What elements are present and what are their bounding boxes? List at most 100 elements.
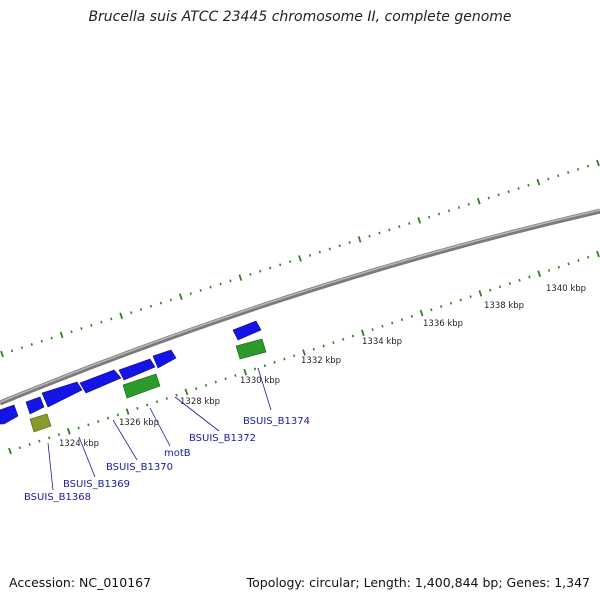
minor-tick [577, 167, 580, 171]
minor-tick [155, 400, 159, 404]
minor-tick [130, 311, 133, 315]
minor-tick [116, 413, 119, 417]
minor-tick [547, 269, 551, 272]
minor-tick [195, 387, 198, 391]
minor-tick [263, 364, 266, 368]
gene-box[interactable] [122, 373, 161, 399]
gene-labels: BSUIS_B1368 BSUIS_B1369 BSUIS_B1370 motB… [24, 416, 310, 503]
leader-line [174, 396, 220, 432]
minor-tick [87, 423, 90, 427]
minor-tick [447, 209, 451, 213]
minor-tick [18, 446, 21, 450]
minor-tick [149, 304, 153, 308]
minor-tick [328, 247, 331, 251]
major-tick [419, 309, 424, 317]
major-tick [59, 331, 64, 339]
minor-tick [557, 265, 560, 269]
minor-tick [547, 177, 550, 181]
minor-tick [136, 406, 139, 410]
minor-tick [20, 346, 23, 350]
gene-arrow[interactable] [79, 369, 122, 394]
minor-tick [100, 320, 103, 324]
major-tick [302, 349, 306, 356]
minor-tick [110, 317, 113, 321]
minor-tick [279, 263, 282, 267]
gene-arrow[interactable] [0, 404, 19, 425]
gene-box[interactable] [29, 413, 52, 433]
major-tick [596, 250, 600, 258]
minor-tick [371, 328, 374, 331]
kbp-label: 1328 kbp [180, 397, 220, 407]
gene-label[interactable]: BSUIS_B1369 [63, 479, 130, 490]
major-tick [360, 329, 365, 337]
minor-tick [229, 279, 232, 283]
minor-tick [557, 174, 560, 178]
minor-tick [139, 308, 143, 311]
accession-text: Accession: NC_010167 [9, 575, 152, 590]
major-tick [66, 428, 71, 435]
minor-tick [106, 416, 110, 420]
minor-tick [348, 241, 351, 244]
gene-arrow[interactable] [41, 381, 83, 408]
minor-tick [487, 196, 490, 200]
major-tick [238, 274, 243, 281]
minor-tick [97, 420, 100, 423]
gene-label[interactable]: BSUIS_B1370 [106, 462, 173, 473]
gene-box[interactable] [235, 338, 267, 360]
minor-tick [269, 266, 272, 270]
gene-label[interactable]: BSUIS_B1374 [243, 416, 310, 427]
minor-tick [408, 222, 411, 225]
minor-tick [209, 285, 212, 289]
minor-tick [518, 278, 521, 282]
minor-tick [165, 397, 168, 400]
minor-tick [38, 439, 41, 443]
major-tick [125, 408, 130, 415]
gene-arrow[interactable] [152, 349, 177, 369]
gene-arrow[interactable] [25, 396, 45, 415]
gene-label[interactable]: BSUIS_B1372 [189, 433, 256, 444]
minor-tick [400, 318, 404, 322]
gene-arrow[interactable] [232, 320, 262, 341]
minor-tick [249, 273, 252, 276]
major-tick [298, 255, 302, 262]
minor-tick [224, 377, 227, 381]
genome-summary: Topology: circular; Length: 1,400,844 bp… [246, 575, 590, 590]
minor-tick [457, 206, 461, 209]
minor-tick [40, 339, 43, 343]
minor-tick [497, 193, 500, 197]
minor-tick [587, 255, 590, 259]
minor-tick [508, 282, 511, 285]
major-tick [357, 236, 362, 243]
minor-tick [378, 231, 381, 235]
minor-tick [259, 269, 262, 273]
minor-tick [169, 298, 172, 302]
leader-line [112, 419, 138, 461]
inner-tick-track [8, 250, 600, 455]
major-tick [243, 368, 248, 376]
minor-tick [567, 262, 570, 266]
gene-label[interactable]: BSUIS_B1368 [24, 492, 91, 503]
gene-arrow[interactable] [118, 358, 156, 381]
minor-tick [189, 292, 192, 295]
minor-tick [253, 367, 257, 371]
minor-tick [489, 288, 492, 292]
kbp-label: 1330 kbp [240, 376, 280, 386]
major-tick [184, 388, 189, 396]
minor-tick [567, 171, 570, 174]
minor-tick [459, 298, 462, 302]
minor-tick [586, 164, 590, 168]
minor-tick [449, 301, 453, 305]
kbp-label: 1340 kbp [546, 284, 586, 294]
gene-label[interactable]: motB [164, 448, 191, 459]
minor-tick [430, 308, 433, 312]
major-tick [476, 197, 481, 205]
major-tick [478, 290, 483, 297]
minor-tick [398, 225, 401, 229]
major-tick [417, 217, 422, 224]
minor-tick [528, 275, 531, 279]
minor-tick [467, 202, 470, 206]
minor-tick [50, 336, 53, 340]
leader-line [257, 367, 272, 411]
minor-tick [77, 426, 80, 430]
